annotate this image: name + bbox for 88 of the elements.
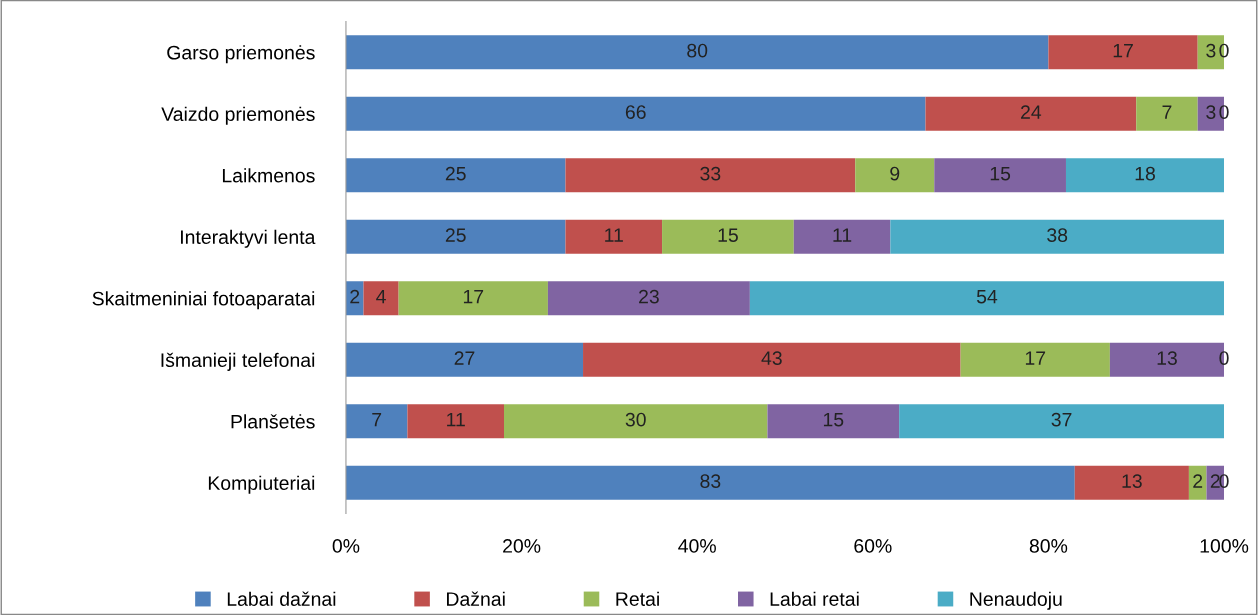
bar bbox=[345, 96, 926, 131]
bar bbox=[345, 35, 1049, 70]
data-label: 23 bbox=[639, 289, 659, 304]
data-label: 66 bbox=[625, 105, 646, 119]
bar bbox=[662, 219, 794, 254]
x-tick-label: 20% bbox=[503, 539, 541, 553]
bar bbox=[407, 404, 505, 439]
data-label: 54 bbox=[976, 289, 998, 304]
bar bbox=[345, 158, 566, 193]
data-label: 15 bbox=[990, 166, 1011, 181]
data-label: 17 bbox=[1113, 43, 1133, 58]
bar bbox=[504, 404, 768, 439]
data-label: 2 bbox=[350, 289, 360, 304]
data-label: 7 bbox=[1162, 105, 1172, 119]
bar bbox=[345, 281, 364, 316]
data-label: 33 bbox=[700, 166, 721, 181]
data-label: 0 bbox=[1219, 105, 1229, 119]
data-label: 13 bbox=[1122, 474, 1142, 488]
data-label: 15 bbox=[823, 412, 844, 427]
bar bbox=[960, 342, 1110, 377]
bar bbox=[934, 158, 1066, 193]
x-tick-label: 60% bbox=[854, 539, 892, 553]
data-label: 25 bbox=[445, 228, 466, 242]
bar bbox=[345, 219, 566, 254]
bar bbox=[767, 404, 900, 439]
y-tick-label: Skaitmeniniai fotoaparatai bbox=[92, 291, 315, 310]
data-label: 11 bbox=[605, 228, 623, 242]
bar bbox=[1074, 465, 1189, 500]
data-label: 4 bbox=[376, 289, 386, 304]
bar bbox=[345, 342, 584, 377]
data-label: 2 bbox=[1193, 474, 1203, 488]
data-label: 43 bbox=[761, 351, 782, 365]
legend-label: Dažnai bbox=[447, 591, 505, 606]
data-label: 3 bbox=[1206, 43, 1216, 58]
legend-label: Labai dažnai bbox=[227, 591, 336, 606]
data-label: 0 bbox=[1219, 474, 1229, 488]
y-tick-label: Kompiuteriai bbox=[208, 475, 315, 494]
y-tick-label: Interaktyvi lenta bbox=[181, 229, 316, 248]
data-label: 11 bbox=[833, 228, 852, 242]
y-tick-label: Planšetės bbox=[231, 414, 315, 429]
bar bbox=[583, 342, 961, 377]
bar bbox=[890, 219, 1225, 254]
data-label: 7 bbox=[372, 412, 382, 427]
bar bbox=[1065, 158, 1225, 193]
bar bbox=[565, 158, 856, 193]
data-label: 18 bbox=[1135, 166, 1155, 181]
bar bbox=[793, 219, 891, 254]
data-label: 83 bbox=[700, 474, 721, 488]
data-label: 17 bbox=[1025, 351, 1046, 365]
data-label: 25 bbox=[445, 166, 466, 181]
x-tick-label: 40% bbox=[678, 539, 716, 553]
data-label: 37 bbox=[1051, 412, 1072, 427]
data-label: 30 bbox=[625, 412, 646, 427]
x-tick-label: 100% bbox=[1200, 539, 1249, 553]
y-tick-label: Išmanieji telefonai bbox=[161, 352, 315, 371]
data-label: 17 bbox=[463, 289, 484, 304]
bar bbox=[345, 465, 1075, 500]
data-label: 80 bbox=[687, 43, 708, 58]
data-label: 11 bbox=[447, 412, 465, 427]
data-label: 9 bbox=[890, 166, 900, 181]
bar bbox=[855, 158, 935, 193]
data-label: 15 bbox=[718, 228, 738, 242]
x-tick-label: 80% bbox=[1029, 539, 1068, 553]
bar bbox=[398, 281, 548, 316]
data-label: 2 bbox=[1210, 474, 1220, 488]
bar bbox=[565, 219, 663, 254]
y-tick-label: Garso priemonės bbox=[167, 45, 315, 64]
bar bbox=[345, 404, 408, 439]
bar bbox=[925, 96, 1137, 131]
data-label: 38 bbox=[1047, 228, 1068, 242]
bar bbox=[363, 281, 399, 316]
bar bbox=[1136, 96, 1198, 131]
data-label: 0 bbox=[1219, 351, 1229, 365]
bar bbox=[547, 281, 750, 316]
data-label: 24 bbox=[1021, 105, 1042, 119]
x-tick-label: 0% bbox=[332, 539, 360, 553]
data-label: 27 bbox=[454, 351, 475, 365]
bar bbox=[749, 281, 1225, 316]
legend-label: Nenaudoju bbox=[970, 591, 1062, 610]
bar bbox=[1048, 35, 1198, 70]
bar bbox=[899, 404, 1225, 439]
data-label: 13 bbox=[1157, 351, 1177, 365]
y-tick-label: Laikmenos bbox=[222, 168, 315, 183]
legend-label: Labai retai bbox=[770, 591, 859, 606]
legend-label: Retai bbox=[616, 591, 659, 606]
y-tick-label: Vaizdo priemonės bbox=[161, 106, 315, 125]
data-label: 0 bbox=[1219, 43, 1229, 58]
data-label: 3 bbox=[1206, 105, 1216, 119]
